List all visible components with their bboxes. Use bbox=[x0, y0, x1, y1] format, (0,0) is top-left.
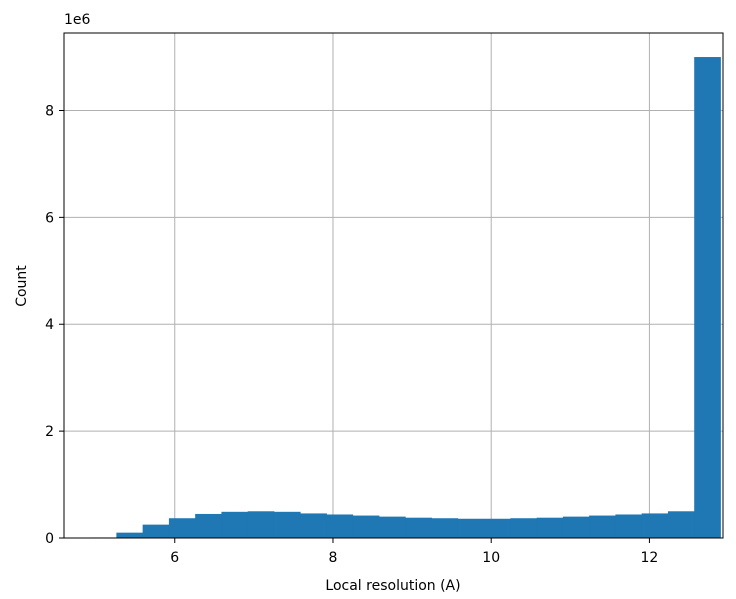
y-offset-label: 1e6 bbox=[64, 12, 91, 28]
x-tick-label: 6 bbox=[170, 550, 179, 566]
histogram-bar bbox=[326, 514, 354, 538]
histogram-bar bbox=[615, 514, 643, 538]
histogram-bar bbox=[589, 515, 616, 538]
histogram-bar bbox=[457, 518, 485, 538]
histogram-bar bbox=[379, 516, 406, 538]
histogram-bar bbox=[352, 515, 380, 538]
histogram-bar bbox=[142, 524, 170, 538]
histogram-bar bbox=[273, 511, 301, 538]
histogram-bar bbox=[536, 517, 564, 538]
y-axis-label: Count bbox=[14, 265, 30, 307]
grid bbox=[64, 33, 723, 539]
histogram-bars bbox=[90, 57, 721, 539]
histogram-bar bbox=[641, 513, 669, 538]
y-tick-label: 4 bbox=[45, 317, 54, 333]
histogram-bar bbox=[116, 532, 144, 538]
histogram-bar bbox=[221, 511, 249, 538]
histogram-bar bbox=[405, 517, 432, 538]
histogram-bar bbox=[484, 518, 511, 538]
x-tick-label: 12 bbox=[641, 550, 659, 566]
histogram-bar bbox=[195, 513, 222, 538]
axis-ticks: 6 8 10 12 0 2 4 6 8 bbox=[45, 103, 658, 566]
histogram-bar bbox=[510, 518, 538, 538]
histogram-bar bbox=[694, 57, 721, 539]
histogram-bar bbox=[667, 511, 695, 538]
histogram-bar bbox=[562, 516, 590, 538]
x-tick-label: 8 bbox=[329, 550, 338, 566]
plot-frame bbox=[63, 32, 724, 539]
histogram-bar bbox=[247, 511, 275, 538]
y-tick-label: 6 bbox=[45, 210, 54, 226]
y-tick-label: 8 bbox=[45, 103, 54, 119]
histogram-bar bbox=[168, 518, 196, 538]
y-tick-label: 0 bbox=[45, 531, 54, 547]
y-tick-label: 2 bbox=[45, 424, 54, 440]
x-tick-label: 10 bbox=[482, 550, 500, 566]
histogram-bar bbox=[300, 513, 327, 538]
histogram-bar bbox=[431, 518, 459, 538]
x-axis-label: Local resolution (A) bbox=[325, 578, 460, 594]
